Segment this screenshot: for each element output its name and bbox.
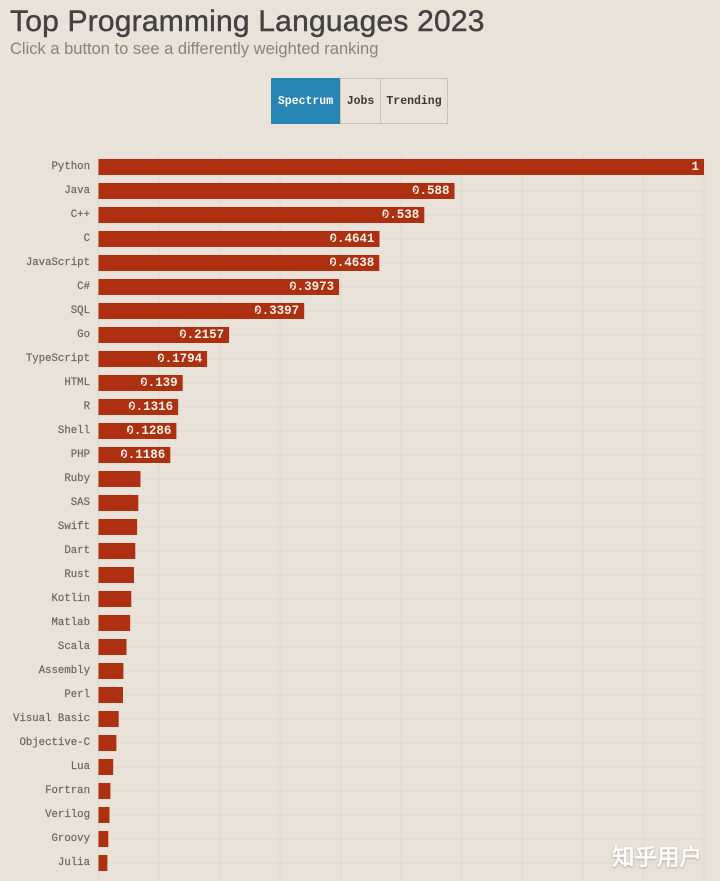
svg-text:Python: Python xyxy=(52,161,90,173)
svg-text:Objective-C: Objective-C xyxy=(19,737,90,749)
svg-text:0.3973: 0.3973 xyxy=(289,280,334,294)
svg-text:Ruby: Ruby xyxy=(64,473,90,485)
svg-text:Dart: Dart xyxy=(64,545,90,557)
svg-text:Assembly: Assembly xyxy=(39,665,91,677)
svg-text:Verilog: Verilog xyxy=(45,809,90,821)
svg-text:Matlab: Matlab xyxy=(52,617,90,629)
svg-text:Kotlin: Kotlin xyxy=(52,593,90,605)
svg-text:SQL: SQL xyxy=(71,305,90,317)
svg-text:Swift: Swift xyxy=(58,521,90,533)
svg-text:JavaScript: JavaScript xyxy=(26,257,90,269)
svg-text:Go: Go xyxy=(77,329,90,341)
svg-text:Scala: Scala xyxy=(58,641,91,653)
svg-text:Fortran: Fortran xyxy=(45,785,90,797)
svg-text:TypeScript: TypeScript xyxy=(26,353,90,365)
svg-text:C#: C# xyxy=(77,281,90,293)
svg-text:0.538: 0.538 xyxy=(382,208,420,222)
svg-text:0.4638: 0.4638 xyxy=(329,256,374,270)
svg-text:1: 1 xyxy=(691,160,699,174)
svg-text:C++: C++ xyxy=(71,209,90,221)
svg-text:Rust: Rust xyxy=(64,569,90,581)
svg-text:Perl: Perl xyxy=(64,689,90,701)
svg-text:0.1186: 0.1186 xyxy=(120,448,165,462)
svg-text:C: C xyxy=(84,233,90,245)
svg-text:0.139: 0.139 xyxy=(140,376,178,390)
svg-text:0.1794: 0.1794 xyxy=(157,352,203,366)
svg-text:Groovy: Groovy xyxy=(52,833,91,845)
svg-text:R: R xyxy=(84,401,91,413)
svg-text:Visual Basic: Visual Basic xyxy=(13,713,90,725)
svg-text:0.1316: 0.1316 xyxy=(128,400,173,414)
svg-text:0.4641: 0.4641 xyxy=(329,232,374,246)
svg-text:0.3397: 0.3397 xyxy=(254,304,299,318)
svg-text:Julia: Julia xyxy=(58,857,91,869)
svg-text:PHP: PHP xyxy=(71,449,90,461)
svg-text:Lua: Lua xyxy=(71,761,91,773)
svg-text:0.2157: 0.2157 xyxy=(179,328,224,342)
svg-text:Java: Java xyxy=(64,185,90,197)
svg-text:HTML: HTML xyxy=(64,377,90,389)
svg-text:Shell: Shell xyxy=(58,425,90,437)
svg-text:0.1286: 0.1286 xyxy=(126,424,171,438)
svg-text:SAS: SAS xyxy=(71,497,90,509)
svg-text:0.588: 0.588 xyxy=(412,184,450,198)
